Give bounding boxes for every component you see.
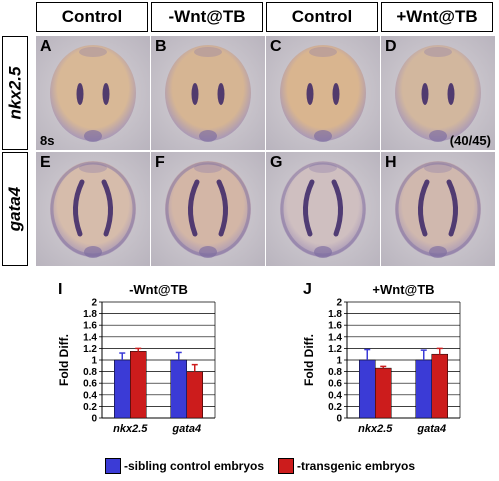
row-label-gata4: gata4: [2, 152, 28, 266]
y-axis-label: Fold Diff.: [302, 334, 316, 386]
embryo-image: [36, 152, 150, 266]
embryo-panel-h: H: [381, 152, 495, 266]
embryo-image: [151, 152, 265, 266]
bar-chart-j-svg: J +Wnt@TB 00.20.40.60.811.21.41.61.82 Fold …: [302, 281, 461, 435]
panel-note: 8s: [40, 133, 55, 148]
y-tick-label: 1.6: [328, 321, 342, 332]
y-tick-label: 0: [336, 414, 342, 425]
embryo-panel-d: D (40/45): [381, 36, 495, 150]
y-tick-label: 0: [91, 414, 97, 425]
y-tick-label: 2: [336, 298, 342, 309]
bar-chart-j: J +Wnt@TB 0 0.2 0.4 0.6 0.8 1 1.2 1.4 1.6 1.8 2 Fold …: [255, 280, 495, 440]
legend: -sibling control embryos -transgenic emb…: [105, 458, 415, 474]
y-tick-label: 0.4: [83, 390, 97, 401]
embryo-panel-f: F: [151, 152, 265, 266]
legend-swatch-transgenic: [278, 458, 295, 474]
embryo-image: [36, 36, 150, 150]
column-header-control-1: Control: [36, 2, 148, 32]
chart-title: -Wnt@TB: [129, 282, 188, 297]
bar: [375, 367, 392, 419]
panel-letter: B: [155, 38, 167, 55]
panel-letter: G: [270, 154, 283, 171]
legend-label-sibling: -sibling control embryos: [124, 459, 265, 473]
panel-note: (40/45): [449, 133, 491, 148]
row-label-gata4-text: gata4: [5, 186, 25, 232]
chart-title: +Wnt@TB: [372, 282, 434, 297]
x-tick-label: nkx2.5: [113, 423, 148, 435]
y-tick-label: 0.6: [328, 379, 342, 390]
panel-letter: H: [385, 154, 397, 171]
embryo-panel-g: G: [266, 152, 380, 266]
chart-panel-letter: J: [303, 281, 312, 298]
embryo-image: [381, 152, 495, 266]
y-tick-label: 0.8: [328, 367, 342, 378]
embryo-panel-c: C: [266, 36, 380, 150]
y-tick-label: 2: [91, 298, 97, 309]
column-header-control-2: Control: [266, 2, 378, 32]
y-tick-label: 1.4: [83, 332, 97, 343]
legend-swatch-sibling: [105, 458, 121, 474]
y-axis-label: Fold Diff.: [57, 334, 71, 386]
y-tick-label: 0.6: [83, 379, 97, 390]
x-tick-label: gata4: [171, 423, 201, 435]
embryo-panel-b: B: [151, 36, 265, 150]
y-tick-label: 1: [91, 356, 97, 367]
embryo-image: [151, 36, 265, 150]
embryo-image: [266, 152, 380, 266]
y-tick-label: 0.4: [328, 390, 342, 401]
y-tick-label: 1.2: [83, 344, 97, 355]
bar: [114, 359, 131, 419]
panel-letter: C: [270, 38, 282, 55]
embryo-panel-e: E: [36, 152, 150, 266]
y-tick-label: 1.4: [328, 332, 342, 343]
embryo-image: [266, 36, 380, 150]
bar: [415, 359, 432, 419]
y-tick-label: 1: [336, 356, 342, 367]
column-header-plus-wnt: +Wnt@TB: [381, 2, 493, 32]
chart-panel-letter: I: [58, 281, 62, 298]
column-header-minus-wnt: -Wnt@TB: [151, 2, 263, 32]
row-label-nkx25-text: nkx2.5: [5, 66, 24, 120]
bar: [431, 353, 448, 419]
embryo-panel-a: A 8s: [36, 36, 150, 150]
legend-label-transgenic: -transgenic embryos: [297, 459, 416, 473]
bar: [186, 371, 203, 419]
panel-letter: E: [40, 154, 51, 171]
panel-letter: D: [385, 38, 397, 55]
y-tick-label: 1.8: [83, 309, 97, 320]
x-tick-label: gata4: [416, 423, 446, 435]
panel-letter: F: [155, 154, 165, 171]
bar: [359, 359, 376, 419]
y-tick-label: 0.8: [83, 367, 97, 378]
bar-chart-i: I -Wnt@TB 0 0.2 0.4 0.6 0.8 1 1.2 1.4 1.6 1.8 2 Fold …: [10, 280, 250, 440]
row-label-nkx25: nkx2.5: [2, 36, 28, 150]
panel-letter: A: [40, 38, 52, 55]
bar-chart-i-svg: I -Wnt@TB 00.20.40.60.811.21.41.61.82 Fold …: [57, 281, 216, 435]
y-tick-label: 1.8: [328, 309, 342, 320]
y-tick-label: 1.2: [328, 344, 342, 355]
bar: [130, 351, 147, 419]
x-tick-label: nkx2.5: [358, 423, 393, 435]
bar: [170, 359, 187, 419]
y-tick-label: 0.2: [83, 402, 97, 413]
y-tick-label: 1.6: [83, 321, 97, 332]
embryo-image: [381, 36, 495, 150]
y-tick-label: 0.2: [328, 402, 342, 413]
